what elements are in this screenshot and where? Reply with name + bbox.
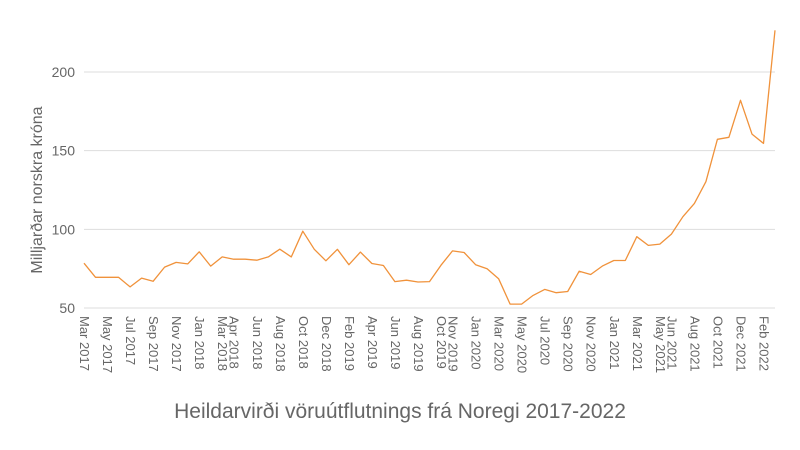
x-tick-label: Sep 2020 bbox=[561, 316, 576, 372]
x-tick-label: Dec 2018 bbox=[319, 316, 334, 372]
x-tick-label: Jun 2018 bbox=[250, 316, 265, 370]
x-tick-label: Oct 2021 bbox=[710, 316, 725, 369]
x-tick-label: Feb 2019 bbox=[342, 316, 357, 371]
x-tick-label: Jun 2021 bbox=[664, 316, 679, 370]
y-tick-label: 150 bbox=[52, 143, 76, 159]
x-tick-label: Jul 2020 bbox=[538, 316, 553, 365]
x-tick-label: Oct 2019 bbox=[434, 316, 449, 369]
x-tick-label: Feb 2022 bbox=[756, 316, 771, 371]
x-axis-ticks: Mar 2017 May 2017 Jul 2017 Sep 2017 Nov 2017… bbox=[77, 316, 771, 373]
x-tick-label: Apr 2018 bbox=[227, 316, 242, 369]
x-tick-label: Oct 2018 bbox=[296, 316, 311, 369]
x-tick-label: Nov 2020 bbox=[584, 316, 599, 372]
x-tick-label: May 2021 bbox=[653, 316, 668, 373]
y-axis-label: Milljarðar norskra króna bbox=[29, 106, 46, 273]
x-tick-label: May 2017 bbox=[100, 316, 115, 373]
y-tick-label: 100 bbox=[52, 221, 76, 237]
x-tick-label: Nov 2017 bbox=[169, 316, 184, 372]
x-tick-label: Jan 2018 bbox=[192, 316, 207, 370]
y-axis-ticks: 50 100 150 200 bbox=[52, 64, 76, 316]
x-tick-label: Aug 2018 bbox=[273, 316, 288, 372]
series-line bbox=[83, 30, 776, 305]
x-tick-label: Dec 2021 bbox=[733, 316, 748, 372]
x-tick-label: Mar 2020 bbox=[492, 316, 507, 371]
x-tick-label: Sep 2017 bbox=[146, 316, 161, 372]
y-tick-label: 200 bbox=[52, 64, 76, 80]
y-tick-label: 50 bbox=[59, 300, 75, 316]
x-tick-label: Apr 2019 bbox=[365, 316, 380, 369]
x-tick-label: Aug 2019 bbox=[411, 316, 426, 372]
x-tick-label: Aug 2021 bbox=[687, 316, 702, 372]
x-tick-label: Nov 2019 bbox=[446, 316, 461, 372]
x-tick-label: Jun 2019 bbox=[388, 316, 403, 370]
x-tick-label: Jan 2021 bbox=[607, 316, 622, 370]
y-gridlines bbox=[84, 71, 775, 309]
x-tick-label: Mar 2017 bbox=[77, 316, 92, 371]
x-tick-label: Jul 2017 bbox=[123, 316, 138, 365]
x-tick-label: Jan 2020 bbox=[469, 316, 484, 370]
x-tick-label: Mar 2018 bbox=[215, 316, 230, 371]
x-tick-label: Mar 2021 bbox=[630, 316, 645, 371]
x-tick-label: May 2020 bbox=[515, 316, 530, 373]
chart-title: Heildarvirði vöruútflutnings frá Noregi … bbox=[174, 400, 626, 423]
